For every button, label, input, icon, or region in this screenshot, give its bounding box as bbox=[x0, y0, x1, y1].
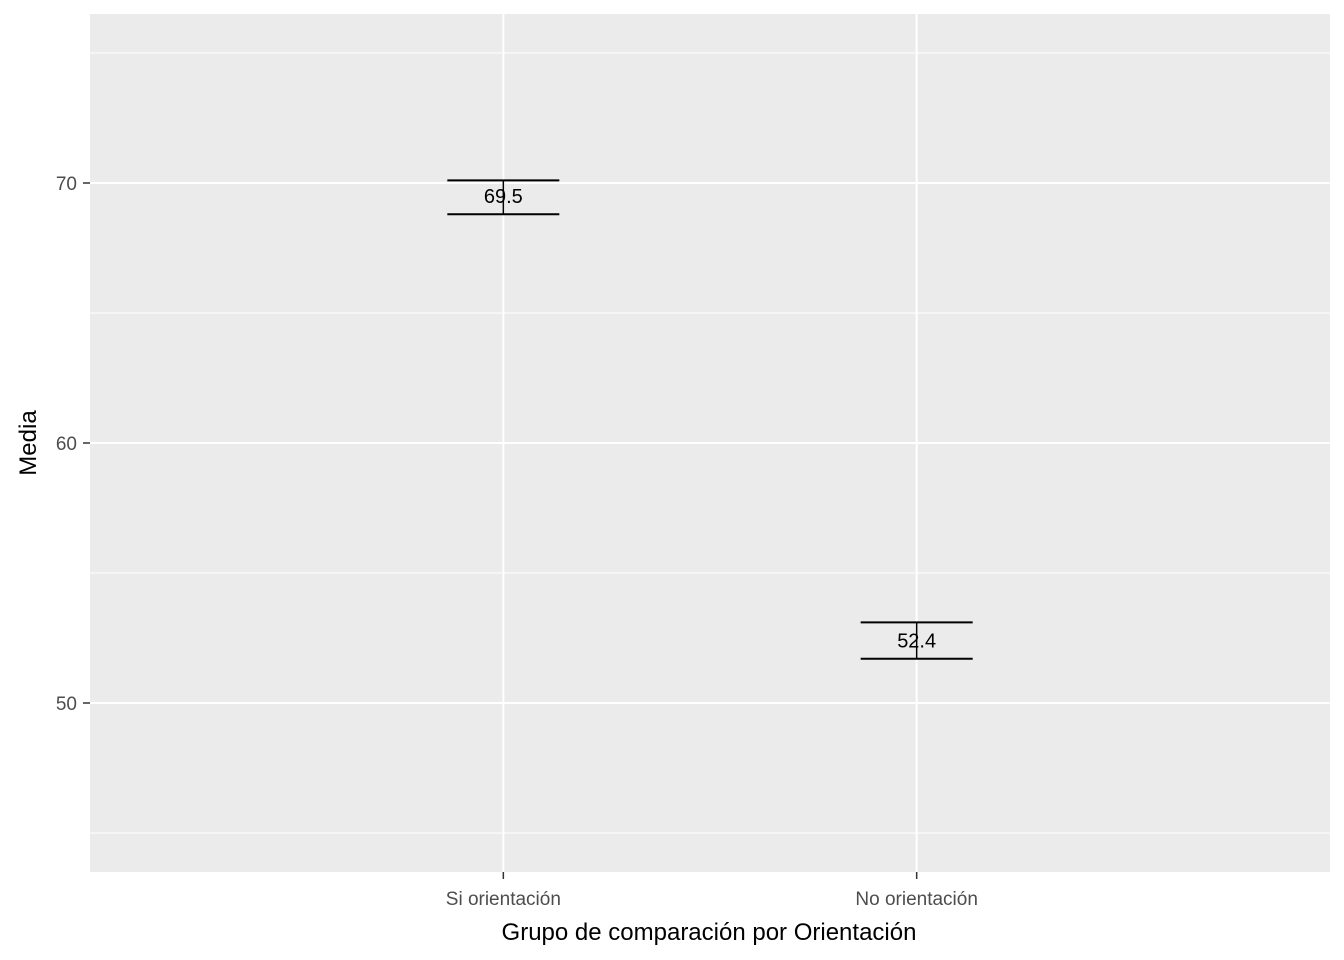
major-gridlines bbox=[90, 14, 1330, 872]
y-tick-label: 60 bbox=[56, 434, 77, 455]
y-tick-label: 70 bbox=[56, 174, 77, 195]
x-axis: Si orientación No orientación bbox=[446, 872, 978, 910]
y-axis: 50 60 70 bbox=[56, 174, 90, 715]
x-tick-label: No orientación bbox=[855, 889, 978, 910]
error-bars: 69.5 52.4 bbox=[447, 179, 973, 660]
x-tick-label: Si orientación bbox=[446, 889, 561, 910]
y-axis-title: Media bbox=[15, 410, 42, 476]
y-tick-label: 50 bbox=[56, 694, 77, 715]
data-label: 52.4 bbox=[897, 631, 936, 653]
minor-gridlines bbox=[90, 52, 1330, 834]
x-axis-title: Grupo de comparación por Orientación bbox=[502, 919, 917, 946]
data-label: 69.5 bbox=[484, 186, 523, 208]
